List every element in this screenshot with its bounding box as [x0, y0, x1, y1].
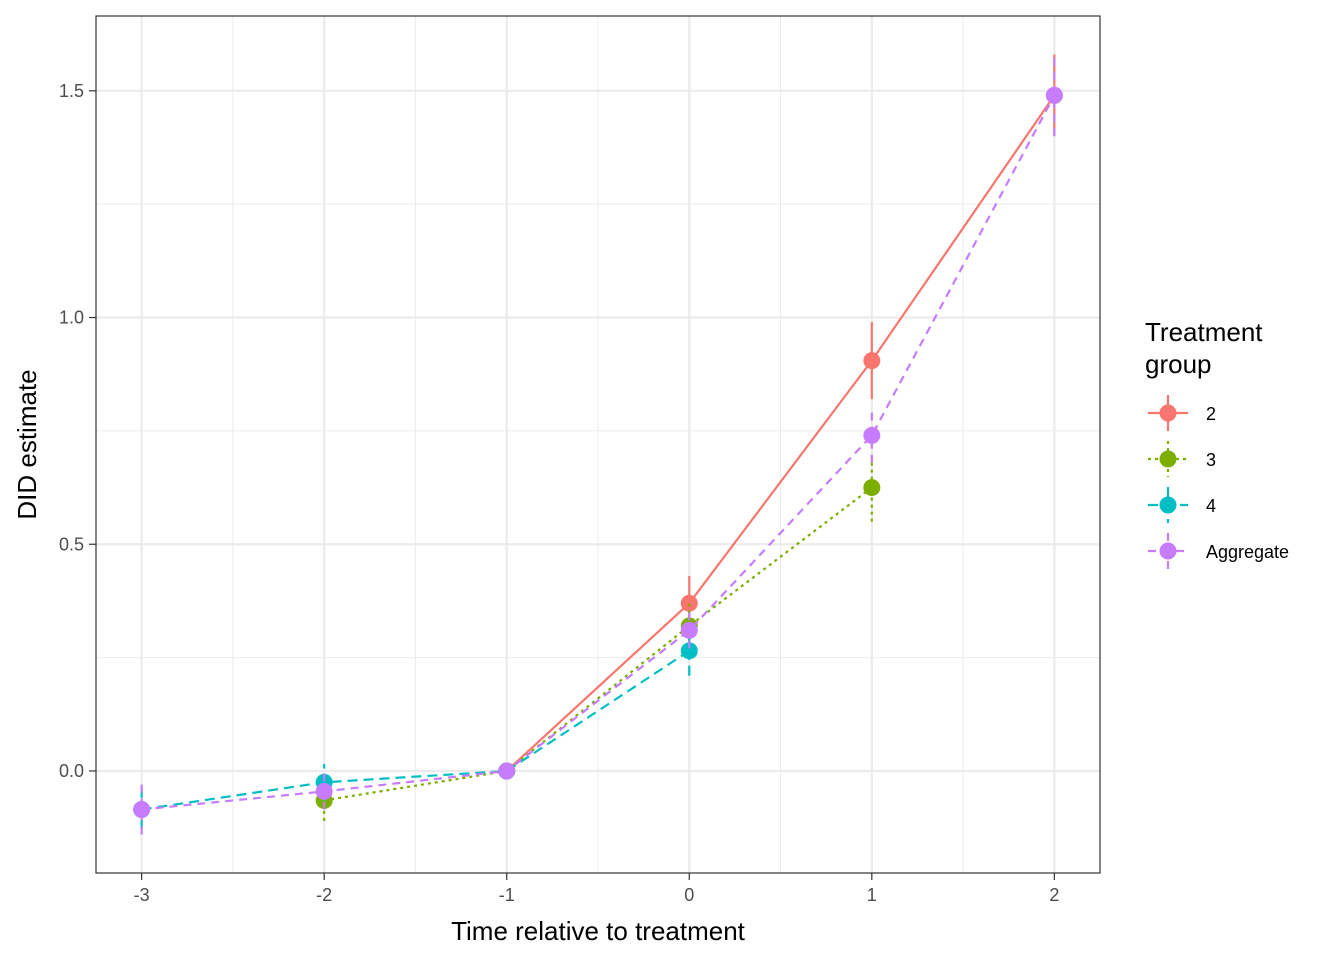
plot-panel [95, 15, 1101, 874]
x-tick-label: 1 [867, 885, 877, 905]
legend-label: 3 [1206, 450, 1216, 470]
major-gridlines [96, 16, 1100, 873]
x-axis: -3 -2 -1 0 1 2 [134, 873, 1059, 905]
x-tick-label: -1 [499, 885, 515, 905]
data-point [498, 762, 516, 780]
x-tick-label: 0 [684, 885, 694, 905]
y-tick-label: 1.0 [59, 308, 84, 328]
series-layer [133, 54, 1063, 835]
data-point [1045, 86, 1063, 104]
x-tick-label: 2 [1049, 885, 1059, 905]
series-line-aggregate [141, 94, 1056, 811]
x-tick-label: -2 [316, 885, 332, 905]
y-axis-title: DID estimate [12, 369, 42, 519]
legend-key-point [1159, 542, 1177, 560]
legend-item-3: 3 [1148, 441, 1216, 477]
legend-label: 4 [1206, 496, 1216, 516]
data-point [133, 801, 151, 819]
data-point [680, 621, 698, 639]
panel-border [95, 15, 1101, 874]
series-line-3 [324, 486, 873, 802]
legend-keys: 2 3 4 Aggregate [1148, 395, 1289, 569]
y-tick-label: 1.5 [59, 81, 84, 101]
data-point [315, 782, 333, 800]
legend-title-line-2: group [1145, 349, 1212, 379]
x-tick-label: -3 [134, 885, 150, 905]
series-line-4 [141, 649, 690, 811]
legend-item-4: 4 [1148, 487, 1216, 523]
y-tick-label: 0.0 [59, 761, 84, 781]
y-axis: 0.0 0.5 1.0 1.5 [59, 81, 96, 781]
legend-title-line-1: Treatment [1145, 317, 1263, 347]
legend: Treatment group 2 3 4 Aggregate [1145, 317, 1289, 569]
legend-label: 2 [1206, 404, 1216, 424]
series-aggregate [133, 54, 1063, 835]
data-point [863, 352, 881, 370]
y-tick-label: 0.5 [59, 534, 84, 554]
x-axis-title: Time relative to treatment [451, 916, 746, 946]
data-point [863, 426, 881, 444]
data-point [680, 594, 698, 612]
legend-key-point [1159, 496, 1177, 514]
minor-gridlines [96, 16, 1100, 873]
legend-key-point [1159, 450, 1177, 468]
data-point [863, 479, 881, 497]
legend-key-point [1159, 404, 1177, 422]
legend-item-2: 2 [1148, 395, 1216, 431]
data-point [680, 642, 698, 660]
legend-label: Aggregate [1206, 542, 1289, 562]
legend-item-aggregate: Aggregate [1148, 533, 1289, 569]
series-line-2 [505, 94, 1056, 772]
